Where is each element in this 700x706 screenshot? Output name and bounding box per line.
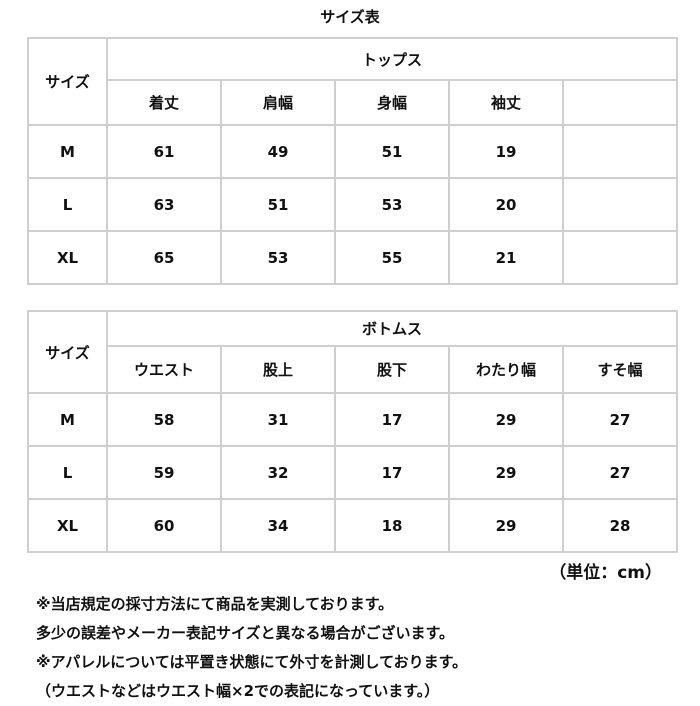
value-cell: 32 [220, 445, 336, 500]
value-cell: 34 [220, 498, 336, 553]
value-cell: 59 [106, 445, 222, 500]
value-cell: 31 [220, 392, 336, 447]
size-cell: XL [27, 498, 108, 553]
group-header: トップス [106, 37, 678, 81]
notes: ※当店規定の採寸方法にて商品を実測しております。 多少の誤差やメーカー表記サイズ… [36, 590, 467, 706]
table-row: L 59 32 17 29 27 [27, 445, 678, 500]
value-cell: 29 [448, 445, 564, 500]
column-header: ウエスト [106, 345, 222, 394]
column-header: 身幅 [334, 79, 450, 126]
tops-size-table: サイズ トップス 着丈 肩幅 身幅 袖丈 M 61 49 51 19 L 63 51 53 20 X… [27, 37, 678, 285]
column-header-row: 着丈 肩幅 身幅 袖丈 [28, 79, 678, 126]
value-cell: 20 [448, 177, 564, 232]
column-header: 着丈 [106, 79, 222, 126]
note-line: ※アパレルについては平置き状態にて外寸を計測しております。 [36, 653, 468, 671]
note-line: ※当店規定の採寸方法にて商品を実測しております。 [36, 595, 394, 613]
size-cell: XL [27, 230, 108, 285]
page-title: サイズ表 [320, 8, 380, 26]
bottoms-size-table: サイズ ボトムス ウエスト 股上 股下 わたり幅 すそ幅 M 58 31 17 29 27… [27, 310, 678, 553]
table-row: L 63 51 53 20 [27, 177, 678, 232]
value-cell: 19 [448, 124, 564, 179]
column-header: 股上 [220, 345, 336, 394]
table-row: M 58 31 17 29 27 [27, 392, 678, 447]
value-cell: 18 [334, 498, 450, 553]
value-cell: 65 [106, 230, 222, 285]
value-cell: 60 [106, 498, 222, 553]
value-cell: 51 [220, 177, 336, 232]
value-cell: 17 [334, 445, 450, 500]
value-cell: 17 [334, 392, 450, 447]
value-cell [562, 177, 678, 232]
value-cell: 53 [334, 177, 450, 232]
table-row: XL 65 53 55 21 [27, 230, 678, 285]
size-cell: M [27, 392, 108, 447]
value-cell: 58 [106, 392, 222, 447]
size-cell: M [27, 124, 108, 179]
value-cell: 49 [220, 124, 336, 179]
value-cell [562, 124, 678, 179]
column-header [562, 79, 678, 126]
value-cell: 29 [448, 392, 564, 447]
group-header: ボトムス [106, 310, 678, 347]
size-cell: L [27, 445, 108, 500]
size-header: サイズ [27, 37, 108, 126]
column-header: わたり幅 [448, 345, 564, 394]
value-cell: 27 [562, 445, 678, 500]
value-cell: 21 [448, 230, 564, 285]
value-cell: 53 [220, 230, 336, 285]
value-cell: 55 [334, 230, 450, 285]
column-header: 肩幅 [220, 79, 336, 126]
column-header: 股下 [334, 345, 450, 394]
value-cell: 61 [106, 124, 222, 179]
table-row: XL 60 34 18 29 28 [27, 498, 678, 553]
column-header-row: ウエスト 股上 股下 わたり幅 すそ幅 [28, 345, 678, 394]
unit-label: （単位：cm） [549, 563, 662, 583]
value-cell: 51 [334, 124, 450, 179]
value-cell: 27 [562, 392, 678, 447]
note-line: 多少の誤差やメーカー表記サイズと異なる場合がございます。 [36, 624, 455, 642]
note-line: （ウエストなどはウエスト幅×2での表記になっています。） [36, 682, 440, 700]
table-row: M 61 49 51 19 [27, 124, 678, 179]
value-cell: 29 [448, 498, 564, 553]
value-cell: 63 [106, 177, 222, 232]
column-header: すそ幅 [562, 345, 678, 394]
value-cell: 28 [562, 498, 678, 553]
value-cell [562, 230, 678, 285]
column-header: 袖丈 [448, 79, 564, 126]
size-cell: L [27, 177, 108, 232]
size-header: サイズ [27, 310, 108, 394]
